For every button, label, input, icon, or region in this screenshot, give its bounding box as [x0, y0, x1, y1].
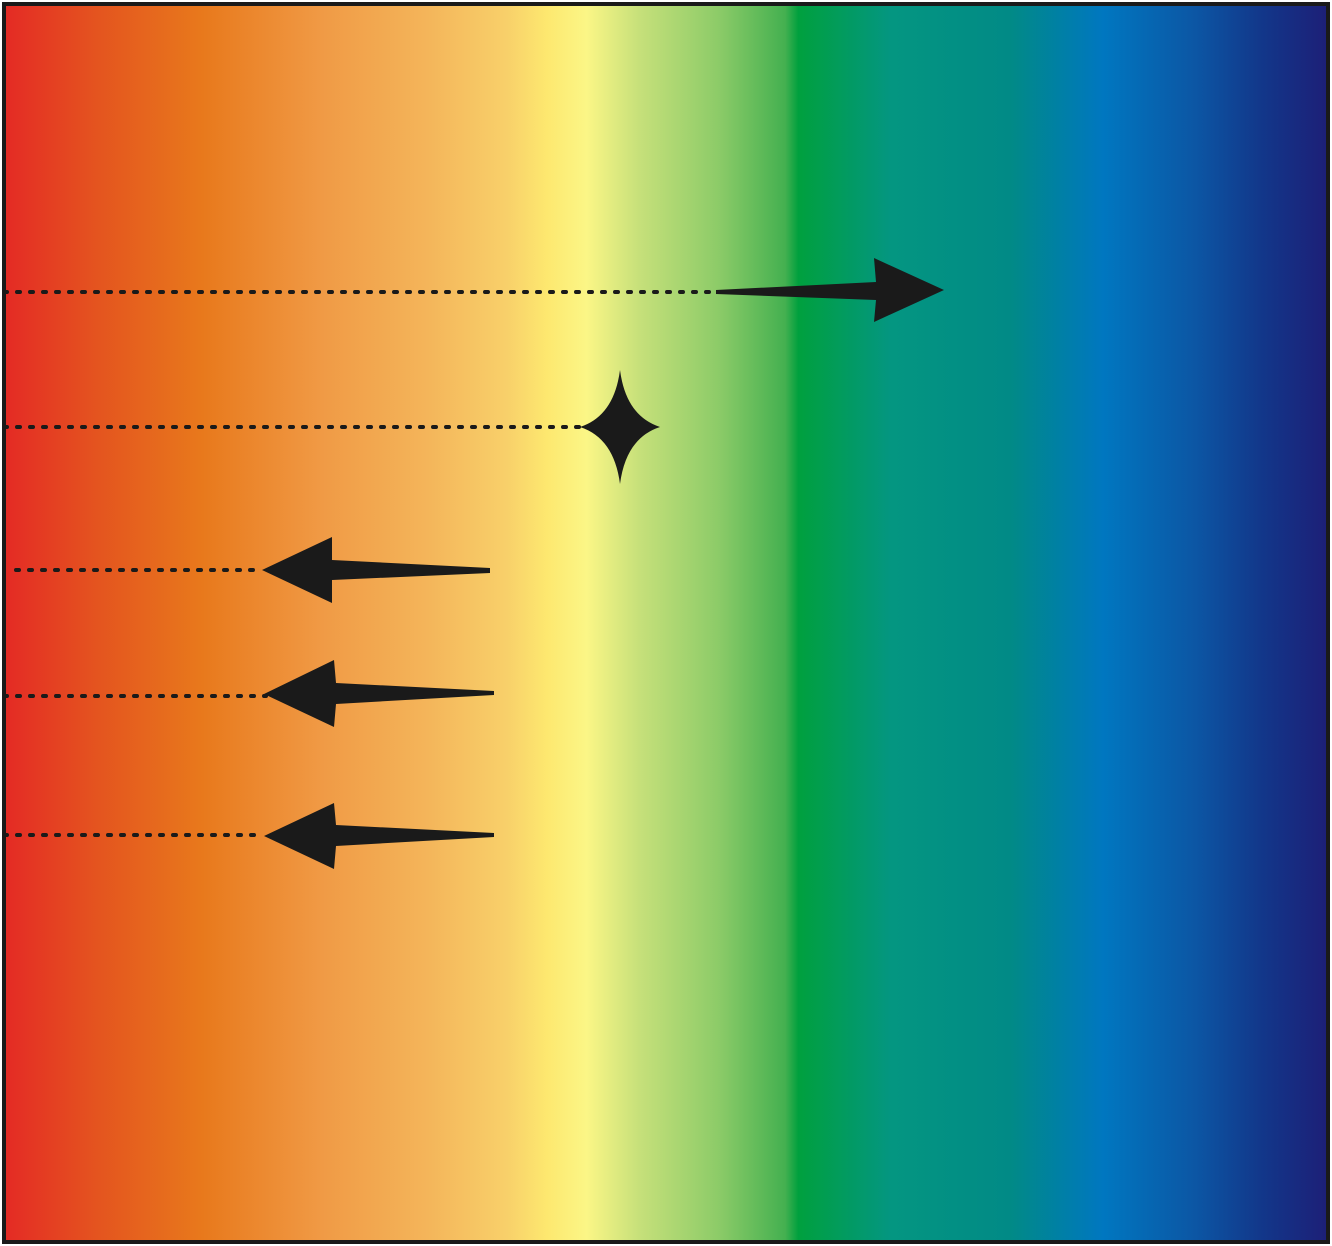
left-arrow-marker-3: [2, 803, 494, 869]
arrow-left-icon: [264, 803, 494, 869]
four-point-star-icon: [580, 370, 660, 484]
arrow-right-icon: [716, 258, 944, 322]
star-marker: [2, 370, 660, 484]
right-arrow-marker: [2, 258, 944, 322]
left-arrow-marker-2: [2, 660, 494, 727]
arrow-left-icon: [262, 537, 490, 603]
left-arrow-marker-1: [14, 537, 490, 603]
arrow-left-icon: [264, 660, 494, 727]
